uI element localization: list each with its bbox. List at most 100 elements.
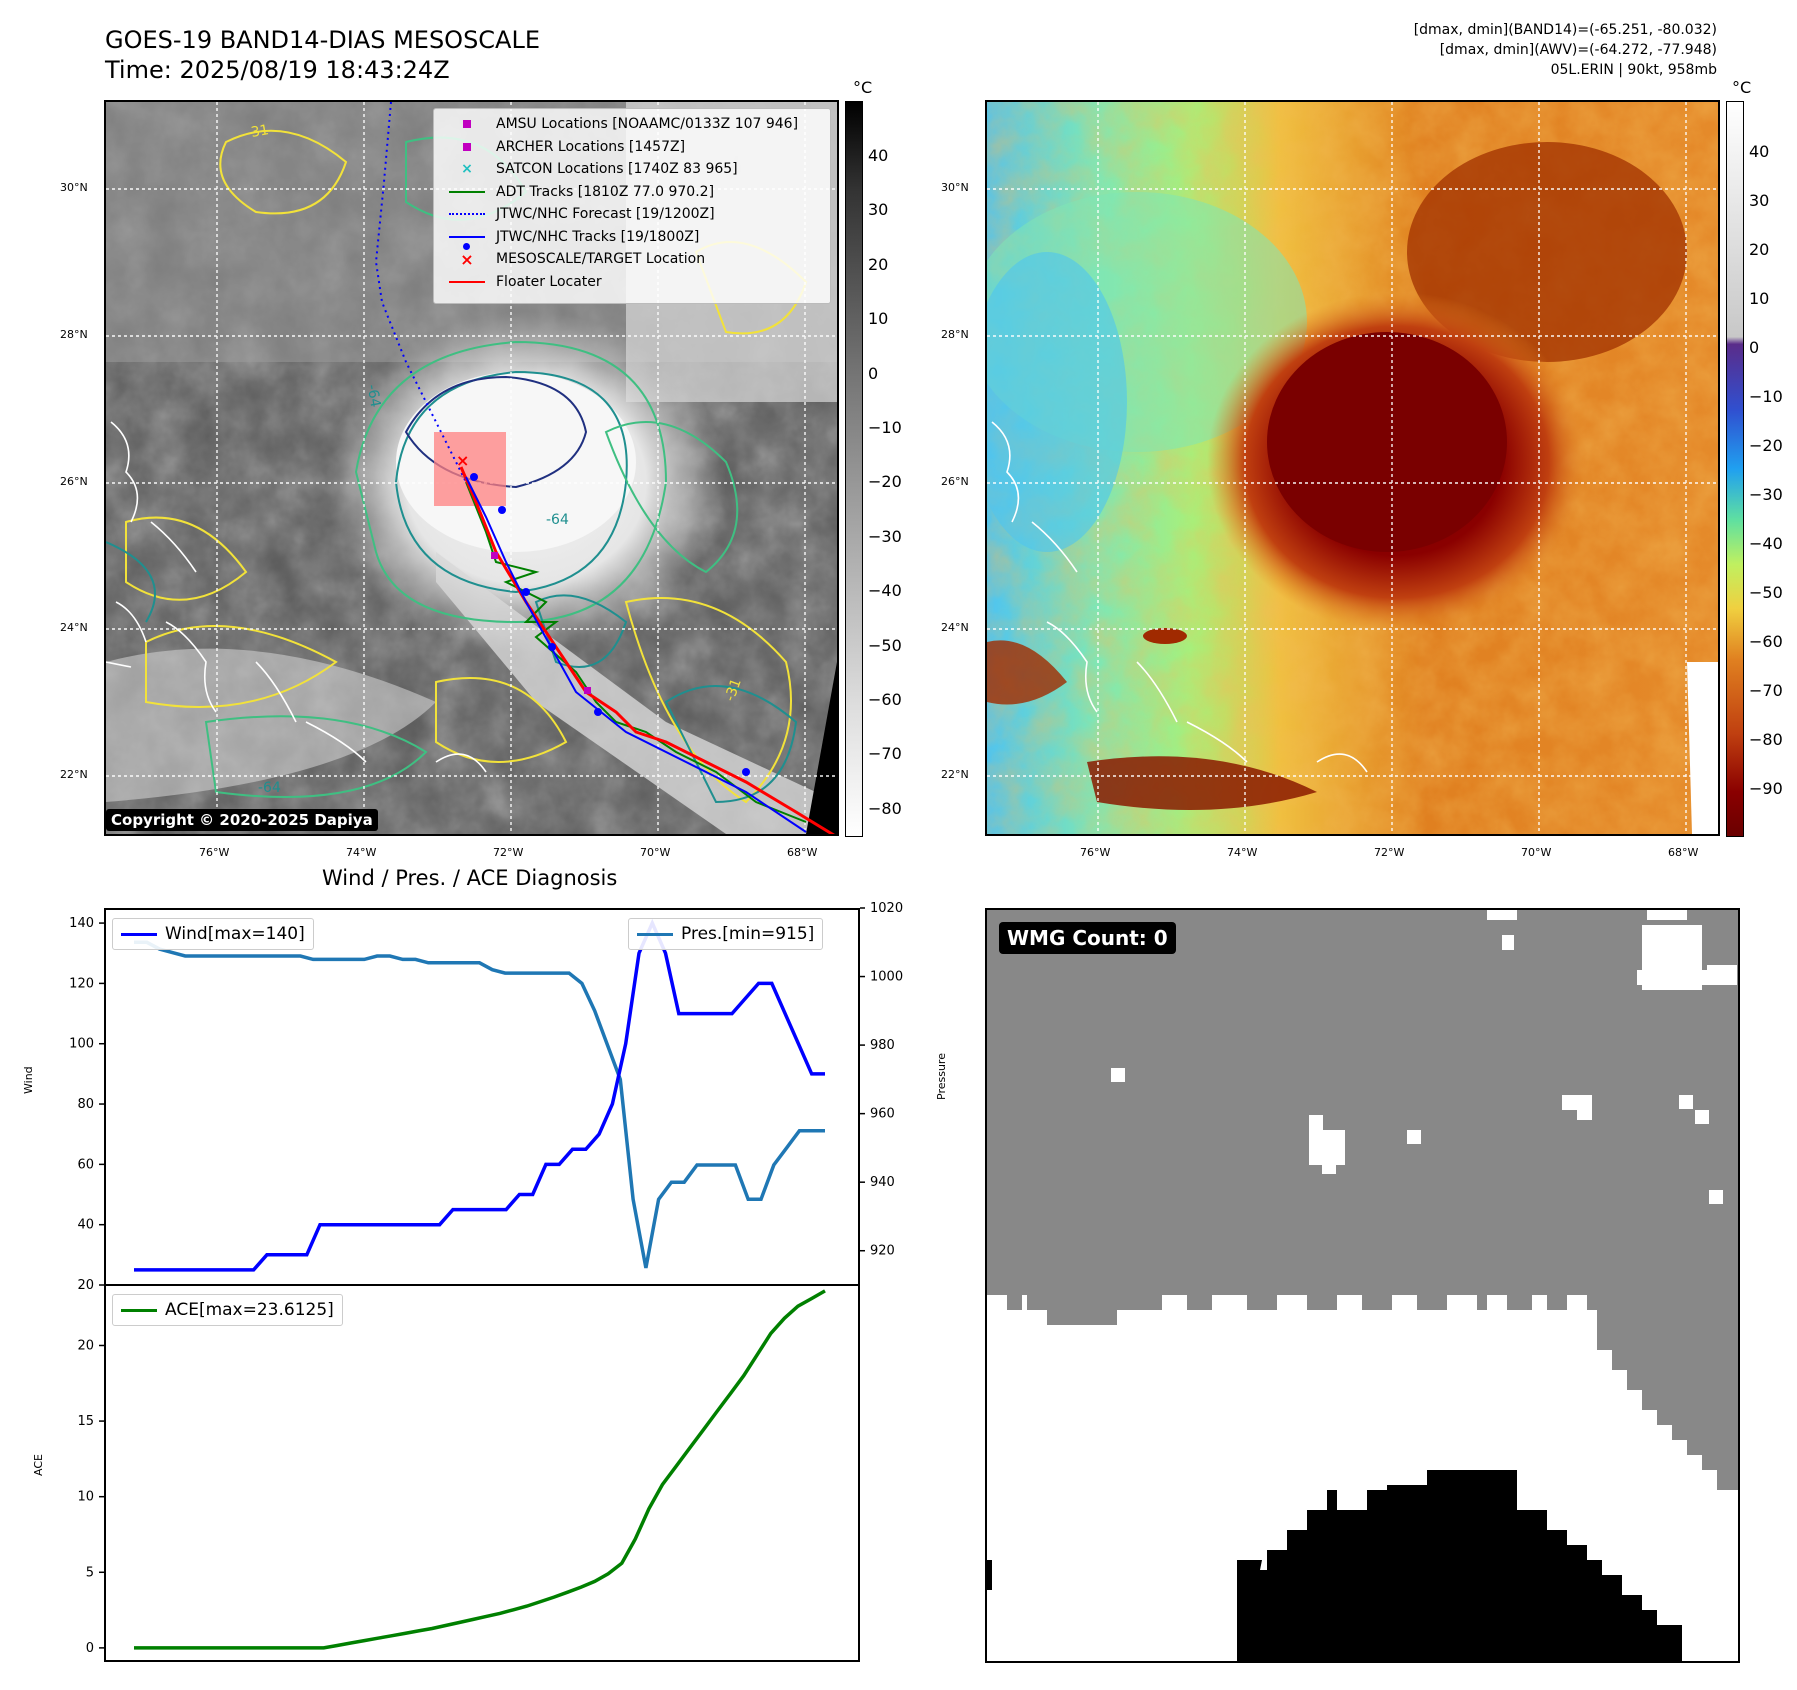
colorbar-tick: 0 (1749, 338, 1760, 357)
x-marker-icon: × (460, 249, 474, 269)
colorbar-tick: 20 (868, 254, 889, 274)
dotted-line-icon (442, 213, 492, 216)
y-tick-label: 140 (69, 916, 94, 931)
lon-tick: 72°W (1374, 846, 1405, 859)
diagnosis-chart: 140 120 100 80 60 40 20 1020 1000 980 960 940 920 20 1… (69, 901, 903, 1663)
y-tick-label: 940 (870, 1175, 895, 1190)
diagnosis-title: Wind / Pres. / ACE Diagnosis (322, 866, 618, 890)
y-tick-label: 960 (870, 1107, 895, 1122)
colorbar-tick: −20 (1749, 436, 1783, 455)
y-tick-label: 100 (69, 1037, 94, 1052)
lat-tick: 28°N (941, 328, 969, 341)
y-tick-label: 20 (77, 1338, 94, 1353)
lat-tick: 28°N (60, 328, 88, 341)
wind-axis-label: Wind (22, 1066, 35, 1094)
ir-gray-map: × -64 -31 -64 -31 -64 AMSU Locations [NO… (104, 100, 839, 836)
legend-item-tracks: JTWC/NHC Tracks [19/1800Z] (442, 226, 822, 250)
legend-item-satcon: × SATCON Locations [1740Z 83 965] (442, 158, 822, 181)
colorbar-tick: −70 (868, 744, 902, 764)
contour-label: -64 (546, 512, 569, 528)
lat-tick: 24°N (941, 621, 969, 634)
colorbar-tick: 0 (868, 363, 879, 383)
colorbar-tick: −10 (868, 418, 902, 437)
lat-tick: 24°N (60, 621, 88, 634)
colorbar-tick: −40 (1749, 534, 1783, 553)
y-tick-label: 1000 (870, 970, 903, 985)
legend-item-floater: Floater Locater (442, 271, 822, 294)
lon-tick: 72°W (493, 846, 524, 859)
lon-tick: 76°W (1080, 846, 1111, 859)
line-dot-icon (442, 235, 492, 250)
color-colorbar-unit: °C (1732, 78, 1752, 97)
chart-title: GOES-19 BAND14-DIAS MESOSCALE (105, 26, 541, 54)
y-tick-label: 40 (77, 1218, 94, 1233)
pressure-line (134, 940, 825, 1269)
y-tick-label: 1020 (870, 901, 903, 916)
colorbar-tick: 20 (1749, 240, 1770, 259)
colorbar-tick: 30 (868, 200, 889, 220)
awv-range: [dmax, dmin](AWV)=(-64.272, -77.948) (1439, 42, 1717, 58)
lat-tick: 26°N (60, 475, 88, 488)
colorbar-tick: 30 (1749, 191, 1770, 210)
y-tick-label: 980 (870, 1038, 895, 1053)
y-tick-label: 0 (86, 1641, 94, 1656)
y-tick-label: 20 (77, 1278, 94, 1293)
colorbar-tick: 40 (1749, 142, 1770, 161)
colorbar-tick: −30 (868, 526, 902, 546)
pressure-axis-label: Pressure (935, 1053, 948, 1100)
x-marker-icon: × (461, 161, 473, 178)
svg-text:×: × (456, 451, 469, 470)
lon-tick: 68°W (1668, 846, 1699, 859)
copyright-label: Copyright © 2020-2025 Dapiya (106, 809, 378, 831)
lat-tick: 22°N (60, 768, 88, 781)
legend-item-target: × MESOSCALE/TARGET Location (442, 248, 822, 271)
lon-tick: 76°W (199, 846, 230, 859)
y-tick-label: 80 (77, 1097, 94, 1112)
wind-line (134, 918, 825, 1272)
lat-tick: 22°N (941, 768, 969, 781)
ir-color-map (985, 100, 1720, 836)
lon-tick: 74°W (346, 846, 377, 859)
wmg-count-badge: WMG Count: 0 (999, 922, 1176, 954)
gray-colorbar-unit: °C (853, 78, 873, 97)
colorbar-tick: −50 (868, 635, 902, 655)
line-icon (121, 1308, 157, 1312)
lon-tick: 74°W (1227, 846, 1258, 859)
lon-tick: 70°W (640, 846, 671, 859)
legend-item-archer: ARCHER Locations [1457Z] (442, 136, 822, 159)
colorbar-tick: 10 (1749, 289, 1770, 308)
gray-colorbar (845, 101, 863, 837)
colorbar-tick: −90 (1749, 779, 1783, 798)
line-icon (442, 280, 492, 283)
colorbar-tick: −40 (868, 581, 902, 601)
y-tick-label: 10 (77, 1490, 94, 1505)
storm-info: 05L.ERIN | 90kt, 958mb (1550, 62, 1717, 78)
lon-tick: 68°W (787, 846, 818, 859)
colorbar-tick: −80 (1749, 730, 1783, 749)
legend-item-forecast: JTWC/NHC Forecast [19/1200Z] (442, 203, 822, 226)
square-marker-icon (442, 120, 492, 129)
ace-legend: ACE[max=23.6125] (112, 1294, 343, 1326)
pressure-legend: Pres.[min=915] (628, 918, 824, 950)
legend-item-amsu: AMSU Locations [NOAAMC/0133Z 107 946] (442, 113, 822, 136)
legend-item-adt: ADT Tracks [1810Z 77.0 970.2] (442, 181, 822, 204)
chart-time: Time: 2025/08/19 18:43:24Z (105, 56, 450, 84)
map-legend: AMSU Locations [NOAAMC/0133Z 107 946] AR… (433, 108, 831, 304)
line-icon (442, 190, 492, 193)
y-tick-label: 15 (77, 1414, 94, 1429)
wmg-panel: WMG Count: 0 (985, 908, 1740, 1663)
y-tick-label: 60 (77, 1157, 94, 1172)
lon-tick: 70°W (1521, 846, 1552, 859)
colorbar-tick: 10 (868, 309, 889, 329)
ace-axis-label: ACE (32, 1454, 45, 1476)
colorbar-tick: −50 (1749, 583, 1783, 602)
y-tick-label: 920 (870, 1244, 895, 1259)
line-icon (637, 932, 673, 936)
colorbar-tick: 40 (868, 146, 889, 165)
colorbar-tick: −20 (868, 472, 902, 492)
lat-tick: 26°N (941, 475, 969, 488)
wind-legend: Wind[max=140] (112, 918, 314, 950)
lat-tick: 30°N (941, 181, 969, 194)
contour-label: -64 (258, 780, 281, 796)
floater-box (434, 432, 506, 506)
